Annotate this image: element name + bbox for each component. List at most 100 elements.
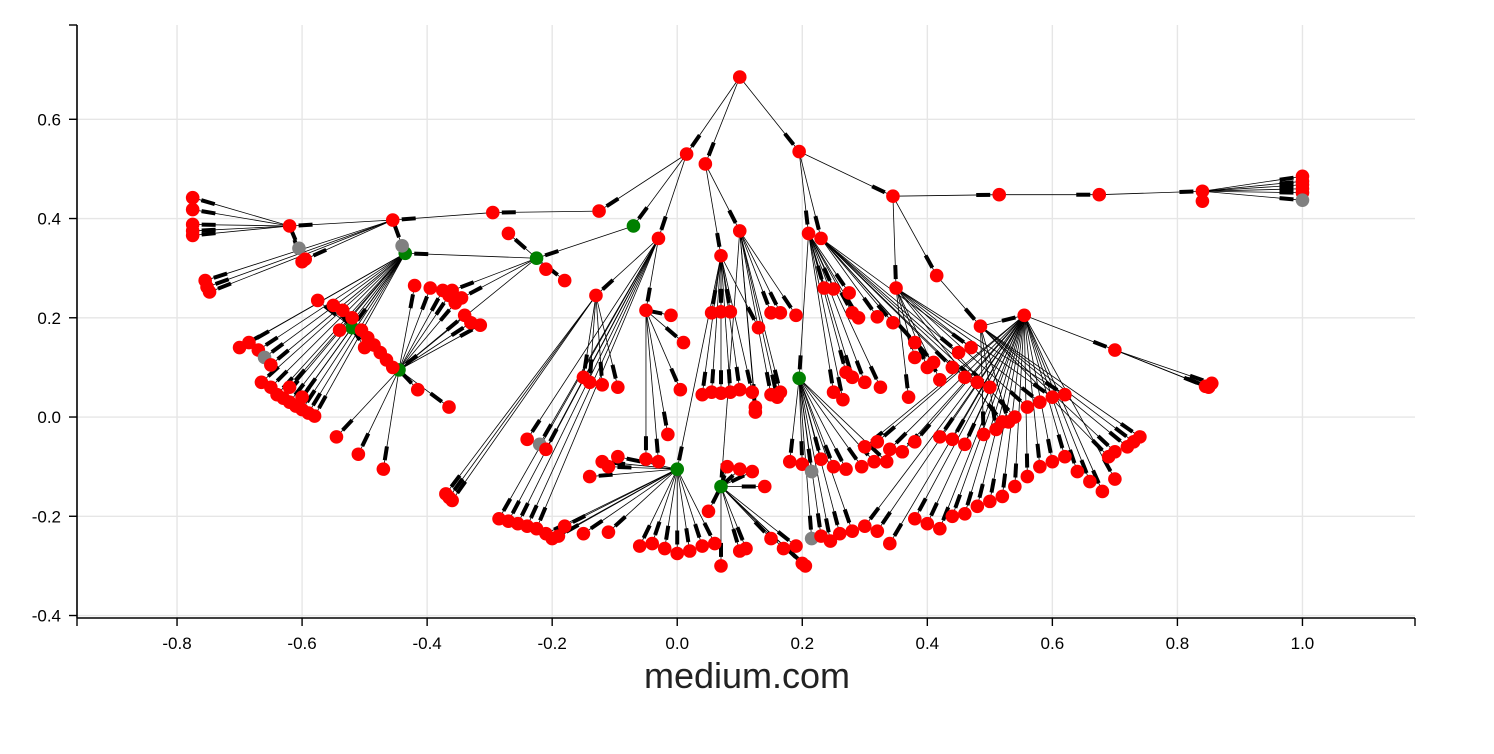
edge [1014, 315, 1025, 487]
edge-arrowhead [965, 491, 974, 506]
edge [914, 315, 1025, 519]
node-red [632, 539, 647, 553]
edge [1023, 315, 1028, 477]
x-tick-label: 0.4 [915, 634, 939, 653]
edge-arrowhead [605, 196, 620, 208]
node-red [1108, 343, 1122, 357]
edge-arrowhead [317, 394, 328, 410]
node-red [773, 306, 788, 320]
edge-arrowhead [542, 423, 553, 438]
edge-arrowhead [684, 527, 691, 543]
node-red [1033, 459, 1047, 474]
edge-arrowhead [1279, 175, 1294, 182]
node-red [185, 202, 200, 217]
edge-arrowhead [731, 528, 740, 543]
node-red [1058, 449, 1072, 464]
node-red [445, 493, 459, 508]
edge [448, 295, 597, 498]
edge-arrowhead [589, 518, 604, 531]
node-red [714, 559, 728, 573]
edge-arrowhead [989, 478, 996, 493]
edge-arrowhead [803, 210, 810, 225]
node-red [945, 360, 960, 375]
edge [808, 233, 847, 373]
edge-arrowhead [868, 365, 879, 380]
edge-arrowhead [746, 306, 757, 321]
node-red [883, 442, 897, 457]
node-red [951, 345, 966, 360]
x-tick-label: -0.8 [162, 634, 191, 653]
edge-arrowhead [1001, 473, 1008, 488]
node-red [264, 358, 278, 372]
node-red [332, 323, 347, 337]
edge-arrowhead [917, 497, 928, 512]
node-red [908, 350, 922, 365]
edge-arrowhead [882, 425, 897, 438]
node-red [789, 539, 803, 553]
node-red [695, 539, 710, 553]
edge-arrowhead [836, 376, 844, 392]
edge-arrowhead [734, 366, 741, 382]
node-red [958, 370, 972, 385]
x-tick-label: 0.8 [1166, 634, 1190, 653]
node-red [1045, 454, 1060, 469]
edge-arrowhead [270, 342, 285, 354]
node-red [782, 454, 797, 469]
node-red [983, 380, 997, 395]
edge [877, 314, 1025, 443]
node-red [1195, 194, 1210, 208]
edge [720, 255, 753, 393]
edge-arrowhead [710, 369, 716, 384]
edge-arrowhead [601, 278, 615, 291]
edge-arrowhead [823, 444, 833, 459]
edge-arrowhead [664, 525, 671, 540]
node-red [842, 286, 856, 300]
x-axis-title: medium.com [644, 655, 850, 696]
edge [1023, 315, 1103, 492]
edge-arrowhead [459, 280, 475, 290]
node-red [857, 519, 872, 533]
edge-arrowhead [892, 522, 904, 537]
edge-arrowhead [677, 446, 684, 461]
edge-arrowhead [783, 132, 796, 146]
edge-arrowhead [730, 473, 745, 484]
node-red [698, 157, 713, 171]
node-red [851, 310, 866, 325]
edge [720, 230, 741, 487]
node-red [185, 190, 200, 205]
node-red [582, 375, 597, 390]
edge-arrowhead [429, 391, 443, 404]
node-red [682, 544, 697, 558]
node-red [335, 303, 350, 318]
edge-arrowhead [201, 227, 216, 233]
edge-arrowhead [1279, 180, 1294, 186]
edge-arrowhead [871, 184, 886, 195]
node-red [958, 506, 972, 521]
edge-arrowhead [838, 349, 846, 365]
edge-arrowhead [298, 222, 313, 228]
edge-arrowhead [305, 389, 317, 404]
node-red [592, 204, 606, 218]
edge-arrowhead [408, 294, 415, 309]
edge [248, 252, 406, 343]
edge-arrowhead [276, 348, 290, 361]
node-red [870, 309, 885, 324]
node-red [983, 494, 997, 509]
edge [1001, 315, 1025, 497]
node-red [732, 70, 747, 84]
edge [889, 315, 1025, 450]
node-red [1008, 479, 1022, 494]
edge-arrowhead [1008, 390, 1023, 403]
edge-arrowhead [706, 141, 716, 157]
node-red [645, 536, 660, 551]
edge-arrowhead [468, 285, 483, 296]
node-red [557, 519, 572, 533]
edge-arrowhead [201, 209, 216, 216]
node-red [679, 147, 694, 161]
node-red [576, 526, 591, 541]
edge-arrowhead [807, 515, 813, 530]
node-red [295, 390, 309, 404]
edge [1023, 315, 1041, 467]
node-red [329, 430, 344, 444]
